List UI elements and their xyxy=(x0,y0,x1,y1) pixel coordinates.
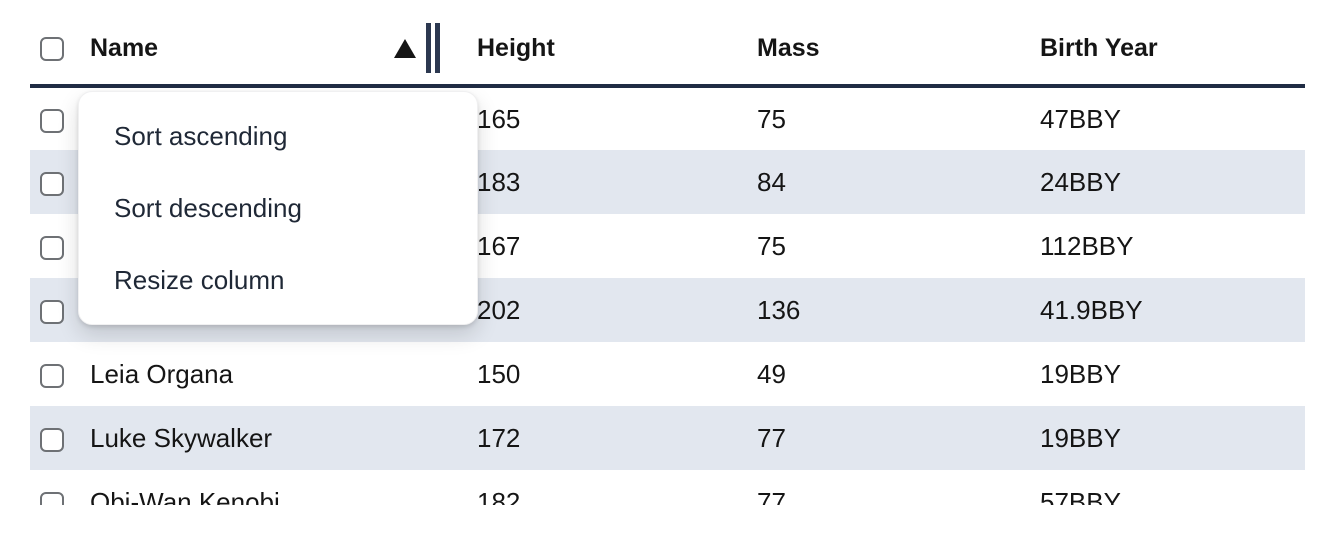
cell-birth-year: 19BBY xyxy=(1040,358,1121,389)
column-header-height[interactable]: Height xyxy=(447,0,747,88)
cell-height: 172 xyxy=(477,422,521,453)
cell-birth-year: 19BBY xyxy=(1040,422,1121,453)
row-select-cell xyxy=(30,278,78,342)
menu-item-sort-descending[interactable]: Sort descending xyxy=(114,192,302,223)
row-checkbox[interactable] xyxy=(40,299,64,324)
row-select-cell xyxy=(30,342,78,406)
header-row: Name Height Mass Birth Year xyxy=(30,0,1305,88)
table-row: 167 75 112BBY xyxy=(30,214,1305,278)
sort-ascending-icon[interactable] xyxy=(394,38,416,58)
cell-mass: 75 xyxy=(757,103,786,134)
row-checkbox[interactable] xyxy=(40,363,64,388)
cell-height: 183 xyxy=(477,166,521,197)
row-checkbox[interactable] xyxy=(40,427,64,452)
table-header: Name Height Mass Birth Year xyxy=(30,0,1305,88)
cell-birth-year: 112BBY xyxy=(1040,230,1134,261)
cell-height: 202 xyxy=(477,294,521,325)
cell-mass: 136 xyxy=(757,294,801,325)
table-row: 165 75 47BBY xyxy=(30,86,1305,150)
row-select-cell xyxy=(30,470,78,505)
row-select-cell xyxy=(30,150,78,214)
cell-birth-year: 41.9BBY xyxy=(1040,294,1143,325)
cell-mass: 75 xyxy=(757,230,786,261)
column-resize-handle[interactable] xyxy=(426,23,440,73)
cell-mass: 77 xyxy=(757,486,786,506)
column-header-mass[interactable]: Mass xyxy=(747,0,1027,88)
menu-item-resize-column[interactable]: Resize column xyxy=(114,264,285,295)
cell-birth-year: 24BBY xyxy=(1040,166,1121,197)
column-header-name-label: Name xyxy=(90,33,159,62)
row-checkbox[interactable] xyxy=(40,171,64,196)
row-select-cell xyxy=(30,86,78,150)
column-context-menu: Sort ascending Sort descending Resize co… xyxy=(78,91,478,325)
cell-birth-year: 47BBY xyxy=(1040,103,1121,134)
column-header-birth-year[interactable]: Birth Year xyxy=(1027,0,1305,88)
cell-name: Luke Skywalker xyxy=(90,422,273,453)
select-all-checkbox[interactable] xyxy=(40,36,64,61)
cell-birth-year: 57BBY xyxy=(1040,486,1121,506)
cell-height: 165 xyxy=(477,103,521,134)
row-checkbox[interactable] xyxy=(40,235,64,260)
cell-mass: 77 xyxy=(757,422,786,453)
table-row: Luke Skywalker 172 77 19BBY xyxy=(30,406,1305,470)
cell-name: Leia Organa xyxy=(90,358,234,389)
cell-name: Obi-Wan Kenobi xyxy=(90,486,280,506)
menu-item-sort-ascending[interactable]: Sort ascending xyxy=(114,120,288,151)
cell-height: 150 xyxy=(477,358,521,389)
row-select-cell xyxy=(30,214,78,278)
cell-mass: 84 xyxy=(757,166,786,197)
cell-mass: 49 xyxy=(757,358,786,389)
row-checkbox[interactable] xyxy=(40,108,64,133)
table-row: Obi-Wan Kenobi 182 77 57BBY xyxy=(30,470,1305,505)
cell-height: 182 xyxy=(477,486,521,506)
row-checkbox[interactable] xyxy=(40,491,64,505)
row-select-cell xyxy=(30,406,78,470)
select-all-cell xyxy=(30,0,78,88)
table-row: Leia Organa 150 49 19BBY xyxy=(30,342,1305,406)
column-header-name[interactable]: Name xyxy=(78,0,447,88)
cell-height: 167 xyxy=(477,230,521,261)
